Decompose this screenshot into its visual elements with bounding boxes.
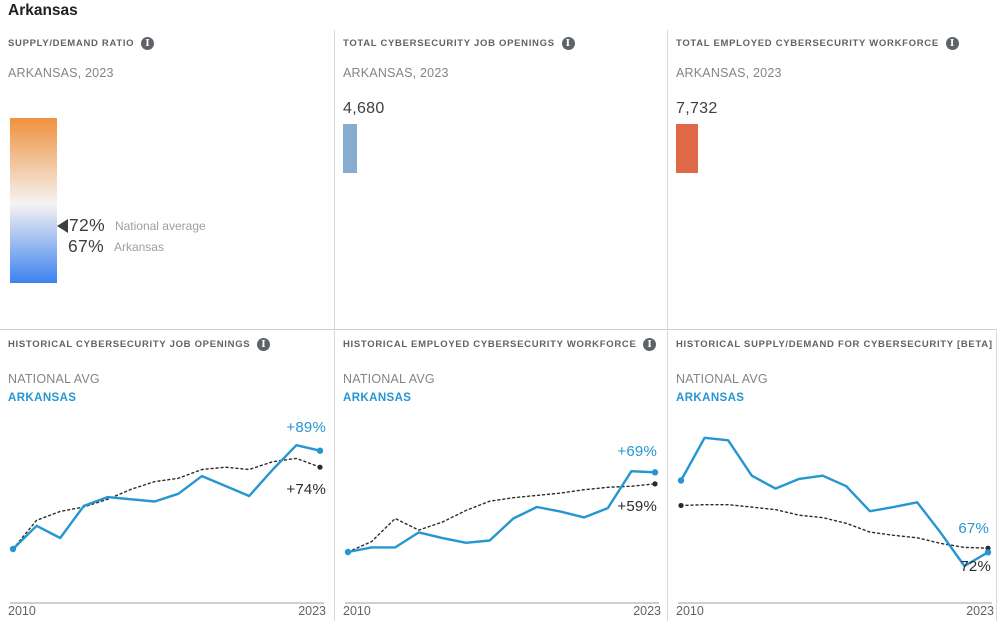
info-icon[interactable]: i bbox=[561, 37, 575, 50]
panel-title: SUPPLY/DEMAND RATIO bbox=[8, 38, 135, 49]
x-axis: 2010 2023 bbox=[676, 604, 994, 618]
left-triangle-marker-icon bbox=[57, 218, 68, 233]
bottom-row: HISTORICAL CYBERSECURITY JOB OPENINGS i … bbox=[0, 331, 997, 621]
x-axis: 2010 2023 bbox=[343, 604, 661, 618]
workforce-bar bbox=[676, 124, 698, 173]
legend-national-avg: NATIONAL AVG bbox=[676, 372, 768, 386]
panel-header: TOTAL EMPLOYED CYBERSECURITY WORKFORCE i bbox=[676, 37, 959, 50]
panel-title: HISTORICAL EMPLOYED CYBERSECURITY WORKFO… bbox=[343, 339, 637, 350]
job-openings-value: 4,680 bbox=[343, 100, 385, 117]
arkansas-end-value: 67% bbox=[958, 520, 989, 537]
x-axis-label-start: 2010 bbox=[8, 604, 36, 618]
x-axis-label-end: 2023 bbox=[633, 604, 661, 618]
national-end-value: 72% bbox=[960, 558, 991, 575]
panel-subtitle: ARKANSAS, 2023 bbox=[676, 66, 782, 80]
panel-total-workforce: TOTAL EMPLOYED CYBERSECURITY WORKFORCE i… bbox=[668, 30, 997, 329]
panel-total-job-openings: TOTAL CYBERSECURITY JOB OPENINGS i ARKAN… bbox=[335, 30, 668, 329]
panel-historical-workforce: HISTORICAL EMPLOYED CYBERSECURITY WORKFO… bbox=[335, 331, 668, 621]
x-axis-label-end: 2023 bbox=[298, 604, 326, 618]
legend-national-avg: NATIONAL AVG bbox=[8, 372, 100, 386]
state-ratio-value: 67% bbox=[68, 236, 104, 256]
panel-title: HISTORICAL SUPPLY/DEMAND FOR CYBERSECURI… bbox=[676, 339, 993, 350]
national-average-label: National average bbox=[114, 218, 206, 233]
panel-header: HISTORICAL EMPLOYED CYBERSECURITY WORKFO… bbox=[343, 338, 657, 351]
x-axis: 2010 2023 bbox=[8, 604, 326, 618]
workforce-trend-chart bbox=[344, 469, 659, 604]
panel-subtitle: ARKANSAS, 2023 bbox=[8, 66, 114, 80]
job-openings-bar bbox=[343, 124, 357, 173]
panel-header: HISTORICAL CYBERSECURITY JOB OPENINGS i bbox=[8, 338, 271, 351]
x-axis-label-start: 2010 bbox=[676, 604, 704, 618]
arkansas-end-value: +89% bbox=[286, 419, 326, 436]
workforce-value: 7,732 bbox=[676, 100, 718, 117]
national-end-value: +59% bbox=[617, 498, 657, 515]
page-title: Arkansas bbox=[8, 2, 78, 19]
arkansas-end-value: +69% bbox=[617, 443, 657, 460]
national-average-value: 72% bbox=[69, 215, 105, 235]
info-icon[interactable]: i bbox=[257, 338, 271, 351]
job-openings-trend-chart bbox=[9, 444, 324, 604]
panel-title: TOTAL EMPLOYED CYBERSECURITY WORKFORCE bbox=[676, 38, 939, 49]
panel-header: TOTAL CYBERSECURITY JOB OPENINGS i bbox=[343, 37, 575, 50]
state-ratio-row: 67% Arkansas bbox=[68, 236, 164, 257]
info-icon[interactable]: i bbox=[643, 338, 657, 351]
info-icon[interactable]: i bbox=[141, 37, 155, 50]
supply-demand-gradient-bar bbox=[10, 118, 57, 283]
panel-header: HISTORICAL SUPPLY/DEMAND FOR CYBERSECURI… bbox=[676, 338, 997, 351]
panel-subtitle: ARKANSAS, 2023 bbox=[343, 66, 449, 80]
panel-title: HISTORICAL CYBERSECURITY JOB OPENINGS bbox=[8, 339, 251, 350]
info-icon[interactable]: i bbox=[945, 37, 959, 50]
x-axis-label-end: 2023 bbox=[966, 604, 994, 618]
panel-supply-demand-ratio: SUPPLY/DEMAND RATIO i ARKANSAS, 2023 72%… bbox=[0, 30, 335, 329]
panel-historical-supply-demand: HISTORICAL SUPPLY/DEMAND FOR CYBERSECURI… bbox=[668, 331, 997, 621]
panel-header: SUPPLY/DEMAND RATIO i bbox=[8, 37, 155, 50]
legend-national-avg: NATIONAL AVG bbox=[343, 372, 435, 386]
supply-demand-trend-chart bbox=[677, 436, 992, 604]
x-axis-label-start: 2010 bbox=[343, 604, 371, 618]
legend-arkansas: ARKANSAS bbox=[343, 392, 412, 404]
top-row: SUPPLY/DEMAND RATIO i ARKANSAS, 2023 72%… bbox=[0, 30, 997, 330]
state-ratio-label: Arkansas bbox=[113, 239, 164, 254]
legend-arkansas: ARKANSAS bbox=[676, 392, 745, 404]
legend-arkansas: ARKANSAS bbox=[8, 392, 77, 404]
national-average-row: 72% National average bbox=[57, 215, 206, 236]
panel-historical-job-openings: HISTORICAL CYBERSECURITY JOB OPENINGS i … bbox=[0, 331, 335, 621]
panel-title: TOTAL CYBERSECURITY JOB OPENINGS bbox=[343, 38, 555, 49]
national-end-value: +74% bbox=[286, 481, 326, 498]
